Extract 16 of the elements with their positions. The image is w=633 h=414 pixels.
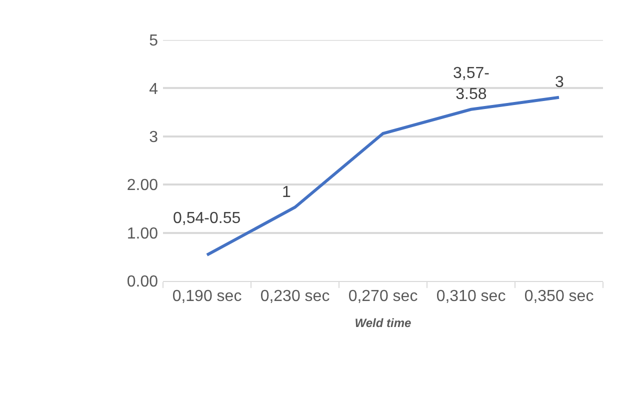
y-tick-label: 3 [149, 129, 158, 146]
annotation: 0,54-0.55 [173, 210, 241, 227]
y-tick-label: 2.00 [126, 177, 158, 194]
y-tick-label: 0.00 [126, 274, 158, 291]
annotation: 3,57-3.58 [453, 65, 490, 103]
x-tick-label: 0,230 sec [260, 288, 330, 306]
annotation: 1 [282, 184, 291, 201]
annotation: 3 [555, 74, 564, 91]
y-tick-label: 1.00 [126, 225, 158, 242]
x-axis-title: Weld time [354, 316, 412, 330]
x-tick-label: 0,270 sec [348, 288, 418, 306]
y-tick-label: 4 [149, 80, 158, 98]
y-tick-label: 5 [149, 32, 158, 50]
x-tick-label: 0,310 sec [436, 288, 506, 306]
x-tick-label: 0,190 sec [172, 288, 242, 306]
x-tick-label: 0,350 sec [524, 288, 594, 306]
